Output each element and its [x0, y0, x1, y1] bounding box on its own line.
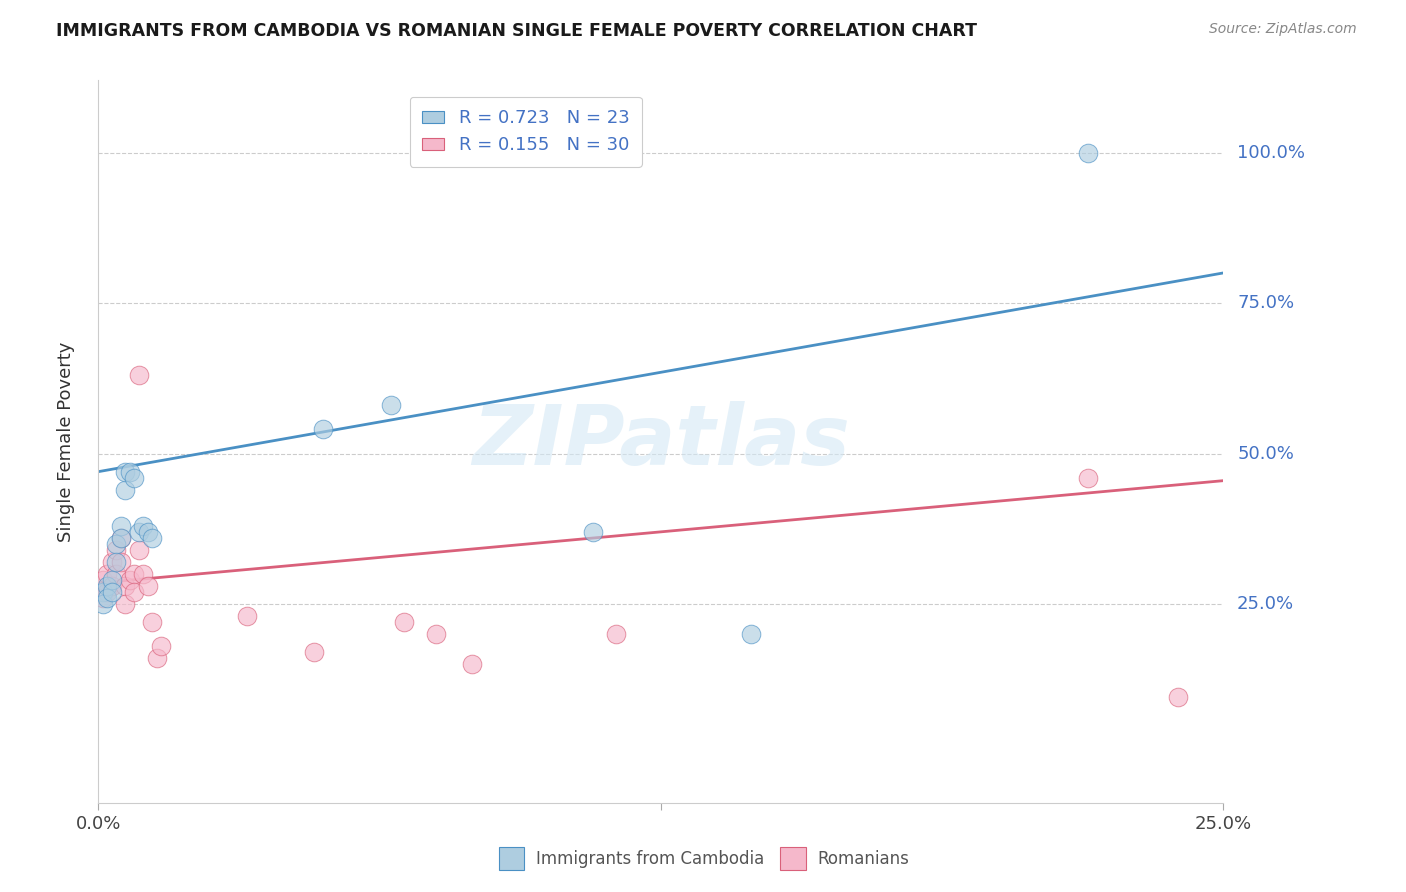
Y-axis label: Single Female Poverty: Single Female Poverty [56, 342, 75, 541]
Point [740, 627, 762, 641]
Point [124, 471, 146, 485]
Point [110, 519, 132, 533]
Text: Source: ZipAtlas.com: Source: ZipAtlas.com [1209, 22, 1357, 37]
Point [132, 519, 155, 533]
Point [582, 524, 605, 539]
Point [141, 531, 163, 545]
Point [114, 579, 136, 593]
Point [105, 537, 128, 551]
Text: 100.0%: 100.0% [1237, 144, 1305, 161]
Point [105, 567, 128, 582]
Text: 25.0%: 25.0% [1237, 595, 1295, 613]
Point [380, 398, 402, 412]
Point [146, 651, 169, 665]
Point [96, 585, 118, 599]
Point [114, 597, 136, 611]
Text: 50.0%: 50.0% [1237, 444, 1294, 463]
Point [461, 657, 484, 672]
Point [1167, 690, 1189, 705]
Text: Romanians: Romanians [817, 849, 908, 868]
Point [114, 465, 136, 479]
Point [124, 585, 146, 599]
Point [128, 368, 150, 383]
Point [118, 573, 141, 587]
Point [96, 567, 118, 582]
Point [1077, 471, 1099, 485]
Point [128, 524, 150, 539]
Point [101, 573, 124, 587]
Point [1077, 145, 1099, 160]
Text: 75.0%: 75.0% [1237, 294, 1295, 312]
Text: ZIPatlas: ZIPatlas [472, 401, 849, 482]
Point [312, 423, 335, 437]
Point [124, 567, 146, 582]
Legend: R = 0.723   N = 23, R = 0.155   N = 30: R = 0.723 N = 23, R = 0.155 N = 30 [409, 96, 643, 167]
Point [110, 531, 132, 545]
Point [136, 579, 159, 593]
Point [105, 555, 128, 569]
Point [236, 609, 259, 624]
Point [150, 639, 173, 653]
Text: IMMIGRANTS FROM CAMBODIA VS ROMANIAN SINGLE FEMALE POVERTY CORRELATION CHART: IMMIGRANTS FROM CAMBODIA VS ROMANIAN SIN… [56, 22, 977, 40]
Point [128, 542, 150, 557]
Point [91, 585, 114, 599]
Point [105, 542, 128, 557]
Point [425, 627, 447, 641]
Point [101, 555, 124, 569]
Point [110, 555, 132, 569]
Text: Immigrants from Cambodia: Immigrants from Cambodia [536, 849, 763, 868]
Point [605, 627, 627, 641]
Point [91, 597, 114, 611]
Point [114, 483, 136, 497]
Point [101, 579, 124, 593]
Point [132, 567, 155, 582]
Point [101, 585, 124, 599]
Point [91, 573, 114, 587]
Point [96, 579, 118, 593]
Point [118, 465, 141, 479]
Point [110, 531, 132, 545]
Point [304, 645, 326, 659]
Point [91, 591, 114, 606]
Point [394, 615, 416, 630]
Point [96, 591, 118, 606]
Point [136, 524, 159, 539]
Point [141, 615, 163, 630]
